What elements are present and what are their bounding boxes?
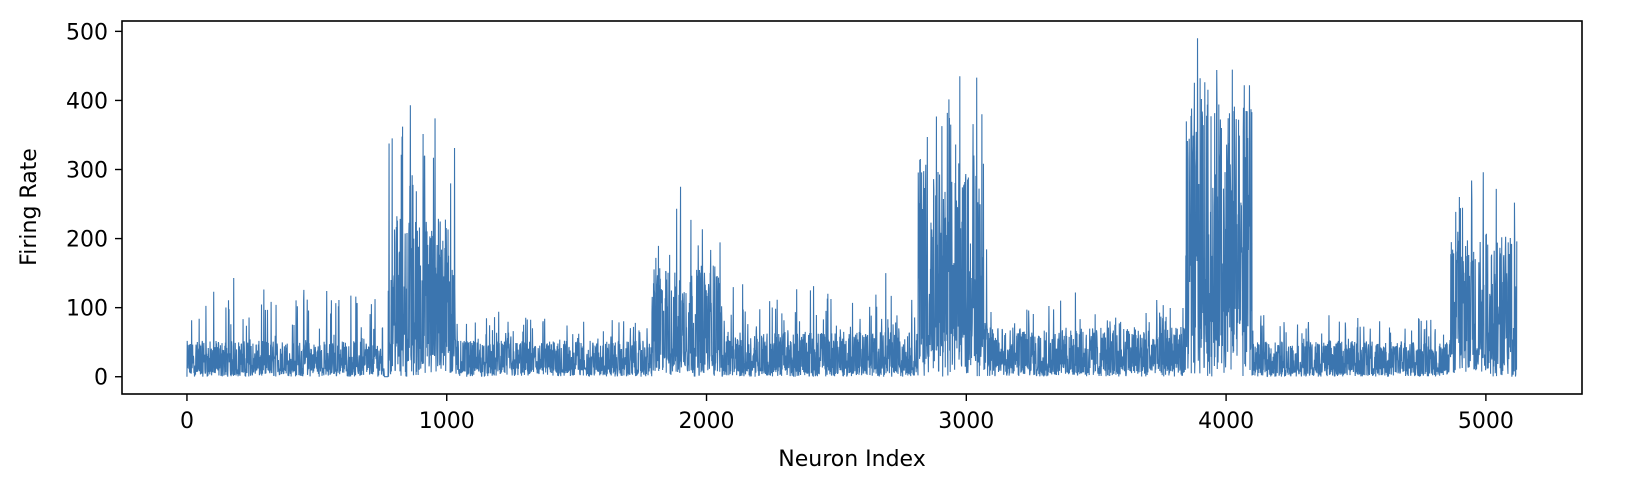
x-tick-label: 3000 [938,409,994,434]
x-axis-ticks: 0 1000 2000 3000 4000 5000 [180,394,1514,434]
axes-frame [121,20,1583,395]
x-tick-label: 0 [180,409,194,434]
y-tick-label: 200 [66,228,108,253]
y-axis-ticks: 0 100 200 300 400 500 [66,20,122,391]
y-tick-label: 300 [66,159,108,184]
y-tick-label: 100 [66,297,108,322]
y-tick-label: 400 [66,89,108,114]
y-tick-label: 500 [66,20,108,45]
x-tick-label: 5000 [1458,409,1514,434]
x-axis-label: Neuron Index [778,447,925,472]
x-tick-label: 2000 [679,409,735,434]
plot-area [186,38,1518,378]
y-tick-label: 0 [94,366,108,391]
firing-rate-series-line [186,38,1518,378]
x-tick-label: 4000 [1198,409,1254,434]
x-tick-label: 1000 [419,409,475,434]
y-axis-label: Firing Rate [17,148,42,266]
